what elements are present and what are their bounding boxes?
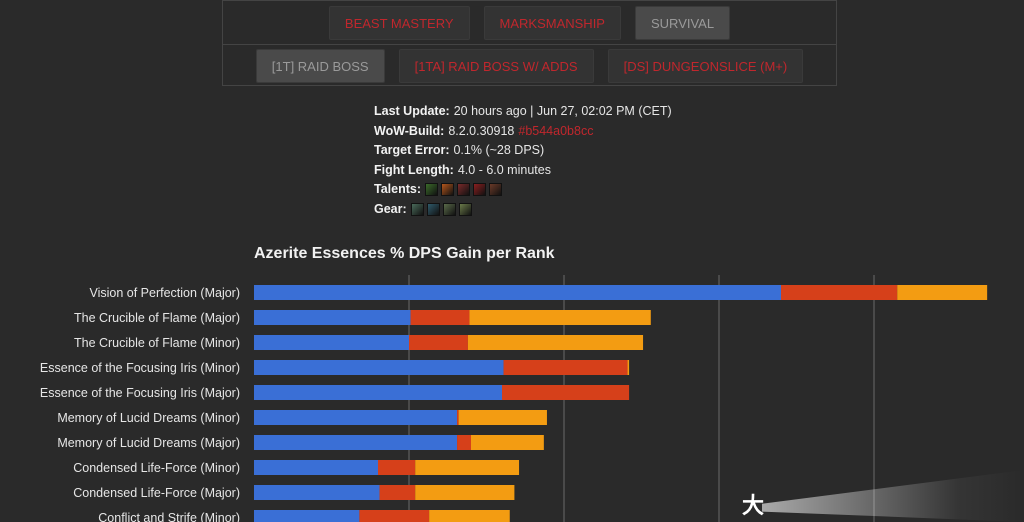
gear-icon-1[interactable] — [410, 202, 424, 216]
bar-segment-rank-2[interactable] — [379, 485, 416, 500]
talent-icon-4[interactable] — [473, 183, 486, 197]
bar-segment-rank-1[interactable] — [254, 335, 409, 350]
bar-segment-rank-1[interactable] — [254, 310, 411, 325]
tab-fight-1t-raid-boss[interactable]: [1T] RAID BOSS — [255, 49, 385, 83]
bar-segment-rank-2[interactable] — [502, 385, 630, 400]
bar-segment-rank-1[interactable] — [254, 460, 378, 475]
tab-spec-marksmanship[interactable]: MARKSMANSHIP — [483, 6, 621, 40]
gear-icon-4[interactable] — [458, 202, 472, 216]
last-update-row: Last Update: 20 hours ago | Jun 27, 02:0… — [374, 102, 672, 122]
build-row: WoW-Build: 8.2.0.30918 #b544a0b8cc — [374, 122, 672, 142]
bar-segment-rank-2[interactable] — [409, 335, 468, 350]
category-label: The Crucible of Flame (Major) — [74, 311, 240, 325]
essence-dps-chart: Vision of Perfection (Major) The Crucible… — [40, 275, 988, 522]
bar-segment-rank-3[interactable] — [458, 410, 547, 425]
tab-divider — [223, 44, 836, 45]
talent-icon-2[interactable] — [441, 183, 454, 197]
tab-spec-beast-mastery[interactable]: BEAST MASTERY — [328, 6, 470, 40]
gear-icons — [410, 202, 472, 216]
target-error-row: Target Error: 0.1% (~28 DPS) — [374, 141, 672, 161]
category-label: The Crucible of Flame (Minor) — [74, 336, 240, 350]
gear-row: Gear: — [374, 200, 672, 220]
bar-segment-rank-3[interactable] — [469, 310, 651, 325]
bar-segment-rank-1[interactable] — [254, 385, 502, 400]
bar-segment-rank-2[interactable] — [781, 285, 898, 300]
bar-segment-rank-3[interactable] — [415, 485, 515, 500]
category-label: Vision of Perfection (Major) — [89, 286, 240, 300]
talent-icon-1[interactable] — [425, 183, 438, 197]
target-error-value: 0.1% (~28 DPS) — [453, 143, 545, 157]
gear-icon-2[interactable] — [426, 202, 440, 216]
bar-segment-rank-2[interactable] — [410, 310, 470, 325]
category-label: Memory of Lucid Dreams (Major) — [57, 436, 240, 450]
chart-title: Azerite Essences % DPS Gain per Rank — [254, 245, 555, 262]
sim-meta: Last Update: 20 hours ago | Jun 27, 02:0… — [374, 102, 672, 219]
spec-tabs: BEAST MASTERY MARKSMANSHIP SURVIVAL — [223, 6, 836, 40]
bar-segment-rank-1[interactable] — [254, 360, 504, 375]
watermark-logo: 大 — [742, 493, 765, 518]
fight-length-row: Fight Length: 4.0 - 6.0 minutes — [374, 161, 672, 181]
bar-segment-rank-3[interactable] — [471, 435, 544, 450]
talent-icon-3[interactable] — [457, 183, 470, 197]
bar-segment-rank-1[interactable] — [254, 410, 458, 425]
bar-segment-rank-1[interactable] — [254, 485, 380, 500]
bar-segment-rank-2[interactable] — [457, 410, 459, 425]
build-hash-link[interactable]: #b544a0b8cc — [518, 123, 594, 138]
bar-segment-rank-3[interactable] — [467, 335, 644, 350]
bar-segment-rank-2[interactable] — [457, 435, 471, 450]
bar-segment-rank-3[interactable] — [627, 360, 630, 375]
talent-icon-5[interactable] — [489, 183, 502, 197]
spec-fight-selector: BEAST MASTERY MARKSMANSHIP SURVIVAL [1T] R… — [222, 0, 837, 86]
build-value: 8.2.0.30918 — [448, 123, 515, 138]
gear-icon-3[interactable] — [442, 202, 456, 216]
bar-segment-rank-3[interactable] — [415, 460, 520, 475]
bar-segment-rank-1[interactable] — [254, 510, 360, 522]
category-label: Memory of Lucid Dreams (Minor) — [57, 411, 240, 425]
last-update-value: 20 hours ago | Jun 27, 02:02 PM (CET) — [453, 104, 672, 118]
bar-segment-rank-1[interactable] — [254, 435, 458, 450]
talents-row: Talents: — [374, 180, 672, 200]
fight-length-value: 4.0 - 6.0 minutes — [457, 162, 551, 177]
bar-segment-rank-3[interactable] — [429, 510, 510, 522]
category-label: Condensed Life-Force (Minor) — [73, 461, 240, 475]
talent-icons — [425, 183, 502, 197]
fight-tabs: [1T] RAID BOSS [1TA] RAID BOSS W/ ADDS [DS… — [223, 49, 836, 83]
tab-fight-1ta-raid-boss-w-adds[interactable]: [1TA] RAID BOSS W/ ADDS — [398, 49, 594, 83]
tab-spec-survival[interactable]: SURVIVAL — [634, 6, 731, 40]
bar-segment-rank-2[interactable] — [359, 510, 430, 522]
category-label: Conflict and Strife (Minor) — [98, 511, 240, 522]
tab-fight-ds-dungeonslice-m[interactable]: [DS] DUNGEONSLICE (M+) — [607, 49, 804, 83]
bar-segment-rank-2[interactable] — [503, 360, 628, 375]
category-label: Essence of the Focusing Iris (Minor) — [40, 361, 240, 375]
bar-segment-rank-2[interactable] — [378, 460, 416, 475]
category-label: Essence of the Focusing Iris (Major) — [40, 386, 240, 400]
bar-segment-rank-3[interactable] — [897, 285, 988, 300]
bar-segment-rank-1[interactable] — [254, 285, 781, 300]
category-label: Condensed Life-Force (Major) — [73, 486, 240, 500]
